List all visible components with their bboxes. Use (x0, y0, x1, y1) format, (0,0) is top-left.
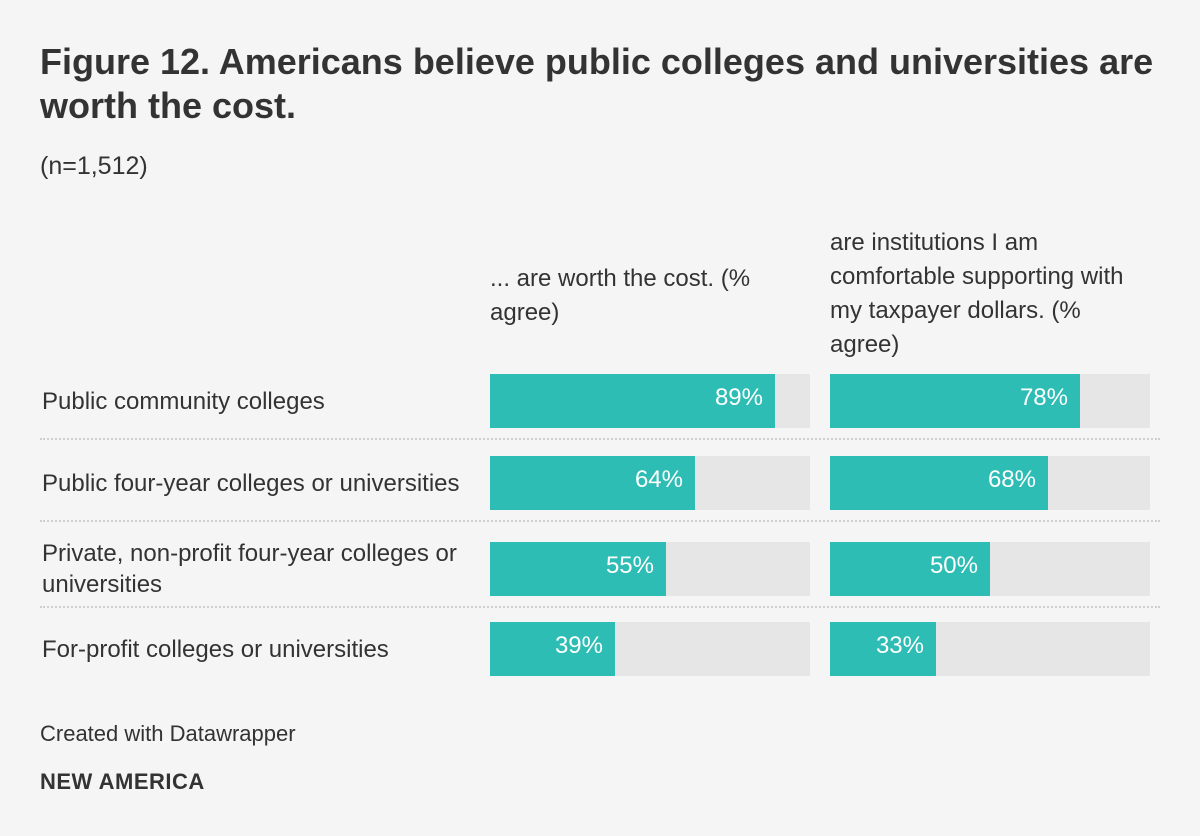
bar (830, 622, 936, 676)
category-label: For-profit colleges or universities (42, 635, 389, 663)
bar-track: 55% (490, 542, 810, 596)
category-label: Private, non-profit four-year colleges o… (42, 540, 457, 598)
bar-value-label: 78% (1019, 384, 1068, 411)
bar-value-label: 50% (929, 552, 978, 579)
chart-subtitle: (n=1,512) (40, 152, 148, 180)
row-divider (40, 520, 1160, 522)
datawrapper-credit: Created with Datawrapper (40, 721, 296, 746)
category-label: Public community colleges (42, 387, 325, 415)
bar (490, 456, 695, 510)
bar-track: 68% (830, 456, 1150, 510)
bar-value-label: 55% (605, 552, 654, 579)
bar-value-label: 64% (634, 466, 683, 493)
brand-logo-text: NEW AMERICA (40, 769, 205, 794)
bar-track: 89% (490, 374, 810, 428)
bar (830, 542, 990, 596)
bar-value-label: 89% (714, 384, 763, 411)
row-divider (40, 606, 1160, 608)
bar (830, 374, 1080, 428)
bar-track: 33% (830, 622, 1150, 676)
bar-track: 64% (490, 456, 810, 510)
column-header-worth-cost: ... are worth the cost. (% agree) (490, 265, 751, 326)
column-header-taxpayer-support: are institutions I am comfortable suppor… (830, 229, 1124, 358)
bar-track: 39% (490, 622, 810, 676)
bar (830, 456, 1048, 510)
bar-value-label: 33% (875, 632, 924, 659)
bar (490, 374, 775, 428)
bar-track: 50% (830, 542, 1150, 596)
bar (490, 542, 666, 596)
bar (490, 622, 615, 676)
bar-track: 78% (830, 374, 1150, 428)
bar-value-label: 39% (554, 632, 603, 659)
chart-title: Figure 12. Americans believe public coll… (40, 41, 1154, 126)
category-label: Public four-year colleges or universitie… (42, 469, 460, 497)
row-divider (40, 438, 1160, 440)
bar-value-label: 68% (987, 466, 1036, 493)
